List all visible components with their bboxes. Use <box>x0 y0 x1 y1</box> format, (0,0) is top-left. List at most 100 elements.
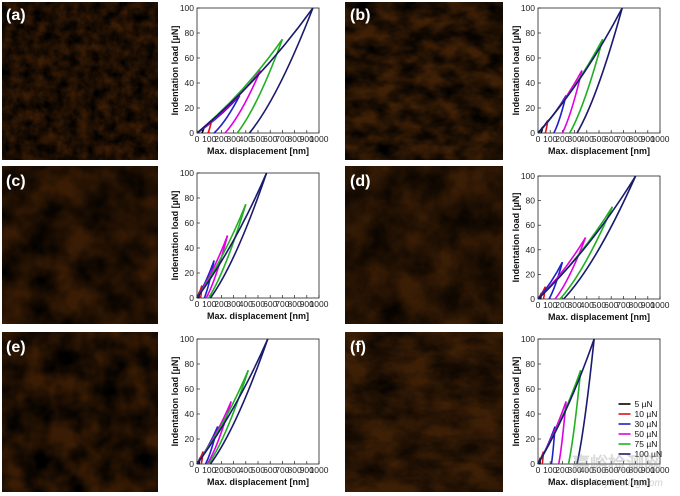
x-tick-label: 500 <box>592 465 606 475</box>
x-tick-label: 200 <box>214 134 228 144</box>
unloading-curve-50un <box>206 401 232 465</box>
chart-b: 0 100200300400500600700800900100002040608… <box>511 3 670 156</box>
y-axis-title: Indentation load [µN] <box>170 357 180 447</box>
x-tick-label: 1000 <box>651 134 670 144</box>
y-tick-label: 80 <box>185 193 195 203</box>
x-tick-label: 1000 <box>651 465 670 475</box>
unloading-curve-75un <box>207 204 247 299</box>
x-tick-label: 300 <box>568 465 582 475</box>
x-tick-label: 100 <box>202 465 216 475</box>
x-tick-label: 500 <box>251 465 265 475</box>
x-tick-label: 900 <box>300 465 314 475</box>
unloading-curve-50un <box>205 235 229 299</box>
x-tick-label: 500 <box>251 134 265 144</box>
unloading-curve-100un <box>209 338 269 465</box>
legend-entry: 50 µN <box>635 429 658 439</box>
legend-entry: 30 µN <box>635 419 658 429</box>
panel-label-a: (a) <box>6 7 26 24</box>
x-tick-label: 400 <box>239 299 253 309</box>
x-axis-title: Max. displacement [nm] <box>548 312 650 322</box>
x-tick-label: 100 <box>543 134 557 144</box>
x-tick-label: 900 <box>300 299 314 309</box>
loading-curve-100un <box>196 338 269 465</box>
y-axis-title: Indentation load [µN] <box>170 26 180 116</box>
loading-curve-100un <box>196 7 314 134</box>
y-tick-label: 0 <box>530 294 535 304</box>
x-tick-label: 800 <box>629 300 643 310</box>
x-tick-label: 300 <box>227 299 241 309</box>
x-tick-label: 800 <box>629 134 643 144</box>
x-tick-label: 200 <box>555 465 569 475</box>
x-tick-label: 200 <box>214 465 228 475</box>
x-tick-label: 900 <box>641 300 655 310</box>
y-tick-label: 0 <box>189 128 194 138</box>
y-axis-title: Indentation load [µN] <box>511 193 521 283</box>
x-tick-label: 600 <box>263 299 277 309</box>
panel-label-b: (b) <box>350 7 370 24</box>
watermark-sub: AnyTesting.com <box>591 478 663 489</box>
loading-curve-75un <box>537 369 582 465</box>
y-tick-label: 40 <box>526 245 536 255</box>
watermark: 嘉峪检测网 AnyTesting.com <box>571 453 663 489</box>
unloading-curve-75un <box>559 206 614 300</box>
x-tick-label: 400 <box>580 300 594 310</box>
y-tick-label: 80 <box>526 359 536 369</box>
unloading-curve-30un <box>203 260 215 299</box>
x-axis-title: Max. displacement [nm] <box>207 146 309 156</box>
x-tick-label: 100 <box>543 300 557 310</box>
y-axis-title: Indentation load [µN] <box>511 357 521 447</box>
y-tick-label: 100 <box>180 3 194 13</box>
x-tick-label: 800 <box>288 134 302 144</box>
x-tick-label: 700 <box>616 134 630 144</box>
plot-frame <box>537 7 661 134</box>
x-tick-label: 100 <box>202 134 216 144</box>
x-tick-label: 900 <box>300 134 314 144</box>
x-axis-title: Max. displacement [nm] <box>207 311 309 321</box>
x-tick-label: 300 <box>568 134 582 144</box>
x-tick-label: 200 <box>555 300 569 310</box>
chart-a: 0 100200300400500600700800900100002040608… <box>170 3 329 156</box>
unloading-curve-50un <box>554 237 587 300</box>
x-tick-label: 700 <box>275 465 289 475</box>
x-tick-label: 600 <box>604 465 618 475</box>
unloading-curve-30un <box>213 95 241 134</box>
y-tick-label: 40 <box>185 409 195 419</box>
y-tick-label: 100 <box>180 334 194 344</box>
y-tick-label: 60 <box>185 53 195 63</box>
loading-curve-75un <box>196 38 284 134</box>
x-tick-label: 300 <box>227 134 241 144</box>
y-tick-label: 40 <box>185 243 195 253</box>
x-tick-label: 1000 <box>310 134 329 144</box>
y-tick-label: 20 <box>526 103 536 113</box>
x-tick-label: 300 <box>568 300 582 310</box>
x-tick-label: 800 <box>288 465 302 475</box>
y-tick-label: 0 <box>189 293 194 303</box>
unloading-curve-50un <box>224 70 262 134</box>
unloading-curve-100un <box>576 7 623 134</box>
plot-frame <box>196 338 320 465</box>
x-tick-label: 1000 <box>310 299 329 309</box>
x-tick-label: 800 <box>288 299 302 309</box>
x-tick-label: 400 <box>239 465 253 475</box>
unloading-curve-10un <box>200 451 204 465</box>
y-tick-label: 60 <box>526 220 536 230</box>
x-tick-label: 400 <box>580 465 594 475</box>
afm-image-c: (c) <box>2 166 158 324</box>
y-tick-label: 60 <box>526 53 536 63</box>
x-axis-title: Max. displacement [nm] <box>548 146 650 156</box>
panel-label-c: (c) <box>6 173 26 190</box>
x-tick-label: 0 <box>195 134 200 144</box>
x-tick-label: 900 <box>641 134 655 144</box>
unloading-curve-30un <box>548 261 564 300</box>
x-tick-label: 0 <box>536 134 541 144</box>
loading-curve-75un <box>537 38 604 134</box>
x-tick-label: 900 <box>641 465 655 475</box>
x-tick-label: 200 <box>214 299 228 309</box>
x-tick-label: 1000 <box>651 300 670 310</box>
afm-image-a: (a) <box>2 2 158 160</box>
x-tick-label: 500 <box>592 134 606 144</box>
y-axis-title: Indentation load [µN] <box>170 191 180 281</box>
x-tick-label: 600 <box>604 134 618 144</box>
y-tick-label: 100 <box>521 3 535 13</box>
y-tick-label: 0 <box>189 459 194 469</box>
